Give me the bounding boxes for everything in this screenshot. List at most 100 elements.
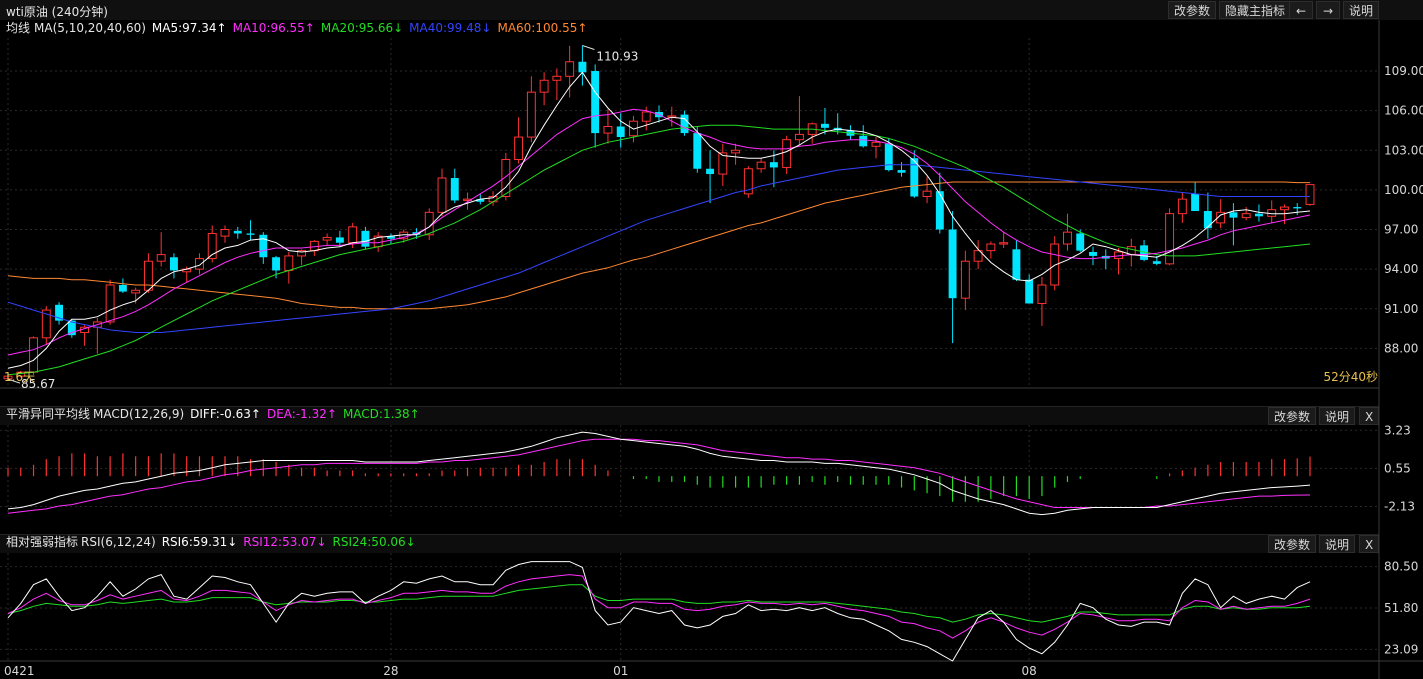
- main-ytick-label: 94.00: [1384, 262, 1418, 276]
- candle-body: [207, 232, 217, 260]
- candle-body: [105, 284, 115, 323]
- ma5-line: [7, 71, 1311, 369]
- candle-body: [693, 133, 702, 169]
- candle-body: [29, 337, 38, 373]
- candle-body: [629, 120, 638, 137]
- candle-body: [1165, 213, 1175, 265]
- candle-body: [1050, 243, 1060, 286]
- candle-body: [1305, 184, 1315, 205]
- candle-body: [1191, 193, 1200, 212]
- candle-body: [297, 250, 307, 257]
- macd-params-button[interactable]: 改参数: [1268, 407, 1317, 425]
- candle-body: [386, 236, 395, 239]
- candle-body: [1254, 213, 1263, 217]
- candle-body: [769, 162, 778, 168]
- rsi-header: [0, 534, 1379, 553]
- candle-body: [259, 234, 268, 258]
- candle-body: [3, 375, 13, 380]
- candle-body: [41, 309, 51, 339]
- period-label: 1.6天: [4, 370, 35, 384]
- candle-body: [1076, 233, 1085, 251]
- chart-title: wti原油 (240分钟): [6, 5, 108, 19]
- low-pointer: [7, 378, 21, 384]
- candle-body: [1293, 207, 1302, 209]
- params-button[interactable]: 改参数: [1168, 1, 1217, 19]
- explain-button[interactable]: 说明: [1343, 1, 1380, 19]
- ma40-value: MA40:99.48↓: [409, 21, 492, 35]
- candle-body: [731, 149, 741, 154]
- main-ytick-label: 109.00: [1384, 64, 1423, 78]
- candle-body: [539, 79, 549, 93]
- ma20-value: MA20:95.66↓: [320, 21, 404, 35]
- ma5-value: MA5:97.34↑: [151, 21, 227, 35]
- candle-body: [641, 111, 651, 122]
- candle-body: [233, 230, 242, 234]
- candle-body: [552, 75, 562, 81]
- candle-body: [1241, 213, 1251, 219]
- rsi6-line: [7, 561, 1311, 662]
- candle-body: [131, 289, 141, 294]
- candle-body: [680, 114, 689, 134]
- candle-body: [935, 191, 944, 230]
- candle-body: [922, 190, 932, 197]
- candle-body: [169, 257, 178, 271]
- arrow-right-icon[interactable]: →: [1316, 1, 1340, 19]
- candle-body: [348, 226, 358, 244]
- candle-body: [743, 168, 753, 195]
- ma10-value: MA10:96.55↑: [232, 21, 315, 35]
- rsi-params-button[interactable]: 改参数: [1268, 535, 1317, 553]
- macd-dea-value: DEA:-1.32↑: [266, 407, 337, 421]
- macd-macd-value: MACD:1.38↑: [342, 407, 420, 421]
- candle-body: [578, 61, 587, 73]
- candle-body: [820, 123, 829, 128]
- candle-body: [501, 159, 511, 197]
- candle-body: [910, 158, 919, 197]
- candle-body: [859, 135, 868, 147]
- arrow-left-icon[interactable]: ←: [1289, 1, 1313, 19]
- candle-body: [1152, 261, 1161, 264]
- candle-body: [246, 233, 255, 235]
- rsi12-line: [7, 574, 1311, 639]
- macd-legend-label: 平滑异同平均线: [6, 407, 91, 421]
- candle-body: [1280, 206, 1289, 211]
- candle-body: [1037, 284, 1047, 304]
- candle-body: [1089, 251, 1097, 256]
- candle-body: [565, 61, 575, 77]
- rsi-ytick-label: 23.09: [1384, 642, 1418, 656]
- candle-body: [871, 141, 881, 147]
- macd-ytick-label: 0.55: [1384, 461, 1411, 475]
- candle-body: [220, 229, 230, 237]
- candle-body: [476, 199, 485, 202]
- header-bar: wti原油 (240分钟) 改参数 隐藏主指标 ← → 说明: [0, 0, 1423, 20]
- macd-ytick-label: -2.13: [1384, 499, 1415, 513]
- candle-body: [718, 152, 728, 175]
- candle-body: [1063, 231, 1072, 245]
- ma20-line: [7, 124, 1311, 376]
- candle-body: [284, 255, 294, 271]
- candle-body: [156, 254, 166, 262]
- candle-body: [948, 229, 957, 299]
- macd-explain-button[interactable]: 说明: [1319, 407, 1356, 425]
- ma-legend-label: 均线: [6, 21, 31, 35]
- candle-body: [437, 177, 447, 213]
- xtick-label: 28: [383, 664, 398, 678]
- ma10-line: [7, 108, 1311, 356]
- ma40-line: [7, 164, 1310, 333]
- candle-body: [1216, 211, 1226, 224]
- candle-body: [1203, 211, 1212, 229]
- candle-body: [514, 136, 524, 161]
- main-ytick-label: 106.00: [1384, 104, 1423, 118]
- rsi-legend-params: RSI(6,12,24): [81, 535, 156, 549]
- rsi-explain-button[interactable]: 说明: [1319, 535, 1356, 553]
- low-price-label: 85.67: [21, 377, 55, 391]
- countdown-label: 52分40秒: [1323, 370, 1378, 384]
- candle-body: [794, 133, 804, 141]
- macd-ytick-label: 3.23: [1384, 423, 1411, 437]
- candle-body: [1012, 249, 1021, 280]
- macd-legend-params: MACD(12,26,9): [93, 407, 185, 421]
- rsi-ytick-label: 51.80: [1384, 601, 1418, 615]
- main-ytick-label: 103.00: [1384, 143, 1423, 157]
- xtick-label: 0421: [4, 664, 35, 678]
- ma60-line: [7, 181, 1310, 310]
